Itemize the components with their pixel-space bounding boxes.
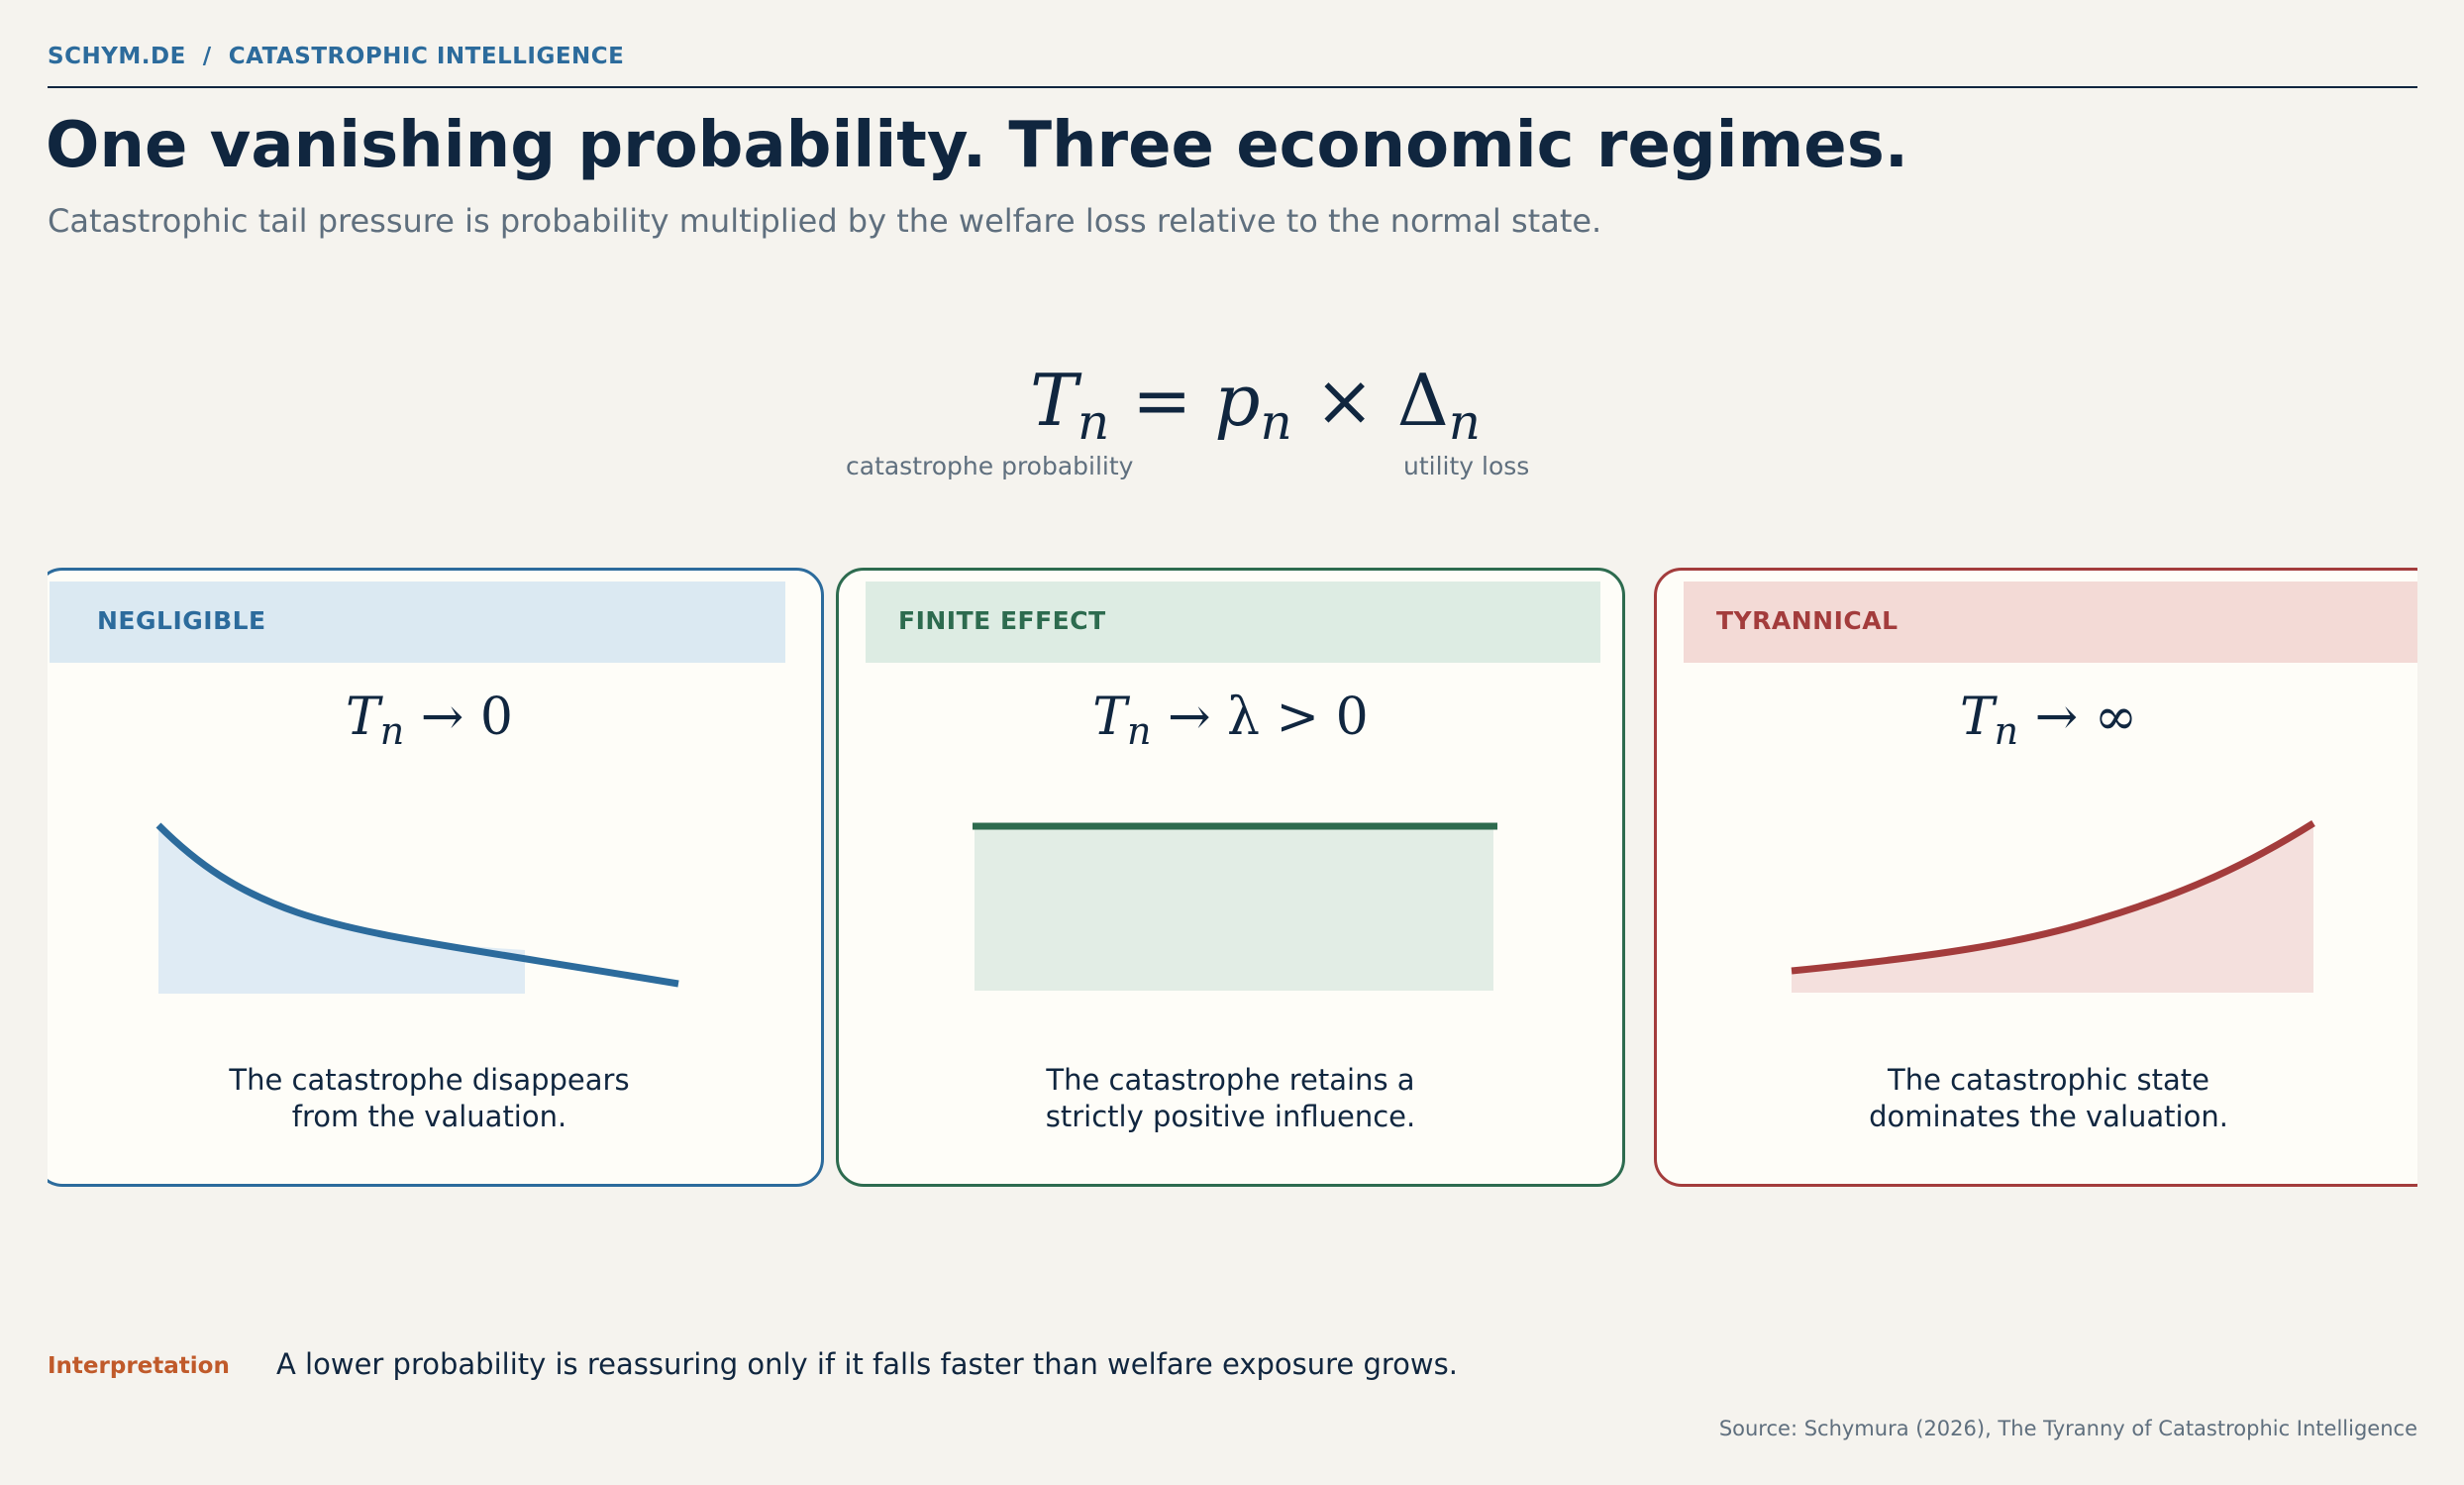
interpretation-label: Interpretation [48, 1353, 230, 1379]
limit-symbol: T [1092, 688, 1127, 747]
left-margin-mask [0, 555, 48, 1209]
limit-sub: n [1126, 709, 1152, 753]
regime-label: FINITE EFFECT [898, 606, 1106, 635]
regime-description: The catastrophe retains a strictly posit… [839, 1062, 1622, 1135]
regime-card-negligible: NEGLIGIBLE Tn → 0 The catastrophe disapp… [35, 568, 824, 1187]
growth-curve [1791, 820, 2315, 975]
formula-label-utility-loss: utility loss [1403, 452, 1530, 480]
curve-fill [975, 826, 1493, 991]
limit-sub: n [1994, 709, 2019, 753]
regime-label: NEGLIGIBLE [97, 606, 266, 635]
limit-rest: → ∞ [2018, 688, 2138, 747]
formula-equals: = [1109, 359, 1215, 442]
regime-limit-expression: Tn → λ > 0 [839, 688, 1622, 753]
curve-fill [158, 825, 525, 994]
regime-curve-illustration [1791, 820, 2315, 993]
regime-card-header [866, 582, 1600, 663]
limit-rest: → λ > 0 [1151, 688, 1369, 747]
description-line: The catastrophic state [1888, 1063, 2209, 1097]
description-line: The catastrophe disappears [229, 1063, 630, 1097]
description-line: from the valuation. [291, 1100, 567, 1133]
formula-times: × [1291, 359, 1397, 442]
regime-card-finite-effect: FINITE EFFECT Tn → λ > 0 The catastrophe… [836, 568, 1625, 1187]
decay-curve [155, 822, 679, 988]
description-line: The catastrophe retains a [1046, 1063, 1415, 1097]
formula-delta-sub: n [1448, 393, 1481, 451]
page-subtitle: Catastrophic tail pressure is probabilit… [48, 202, 1602, 240]
curve-fill [1792, 823, 2313, 993]
limit-symbol: T [346, 688, 380, 747]
regime-limit-expression: Tn → ∞ [1657, 688, 2440, 753]
regime-description: The catastrophic state dominates the val… [1657, 1062, 2440, 1135]
formula-probability-sub: n [1260, 393, 1292, 451]
regime-curve-illustration [155, 822, 679, 994]
description-line: strictly positive influence. [1045, 1100, 1416, 1133]
right-margin-mask [2417, 555, 2464, 1209]
tail-pressure-formula: Tn = pn × Δn [1030, 359, 1481, 451]
limit-sub: n [379, 709, 405, 753]
limit-symbol: T [1959, 688, 1995, 747]
regime-curve-illustration [973, 822, 1497, 991]
interpretation-text: A lower probability is reassuring only i… [276, 1347, 1458, 1381]
page-title: One vanishing probability. Three economi… [46, 109, 1909, 182]
header-divider [48, 86, 2417, 88]
breadcrumb: SCHYM.DE / CATASTROPHIC INTELLIGENCE [48, 44, 625, 69]
regime-limit-expression: Tn → 0 [38, 688, 821, 753]
regime-label: TYRANNICAL [1716, 606, 1899, 635]
regime-card-header [50, 582, 785, 663]
formula-delta: Δ [1396, 359, 1449, 442]
description-line: dominates the valuation. [1869, 1100, 2228, 1133]
formula-lhs-sub: n [1078, 393, 1110, 451]
formula-label-probability: catastrophe probability [846, 452, 1134, 480]
source-note: Source: Schymura (2026), The Tyranny of … [1718, 1417, 2417, 1440]
regime-card-header [1684, 582, 2419, 663]
formula-probability: p [1214, 359, 1261, 442]
formula-lhs: T [1030, 359, 1078, 442]
limit-rest: → 0 [404, 688, 513, 747]
regime-description: The catastrophe disappears from the valu… [38, 1062, 821, 1135]
regime-card-tyrannical: TYRANNICAL Tn → ∞ The catastrophic state… [1654, 568, 2443, 1187]
